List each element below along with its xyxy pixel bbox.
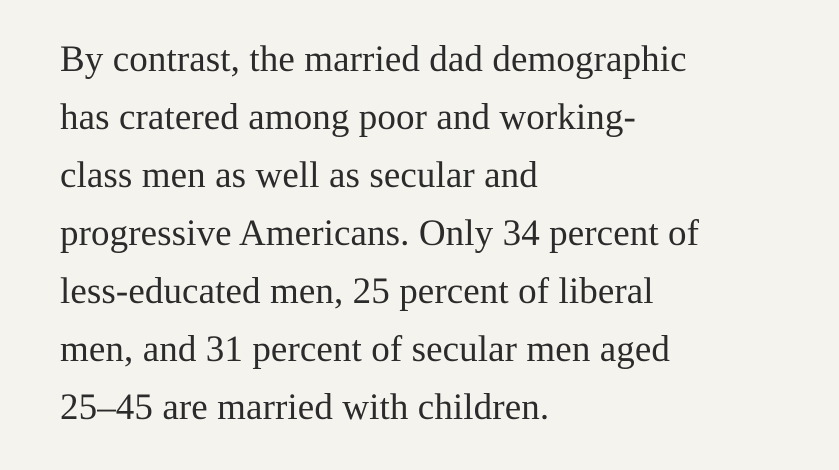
text-line: has cratered among poor and working- [60,97,636,138]
text-line: class men as well as secular and [60,155,538,196]
text-line: 25–45 are married with children. [60,387,550,428]
text-line: By contrast, the married dad demographic [60,39,687,80]
text-line: progressive Americans. Only 34 percent o… [60,213,700,254]
paragraph: By contrast, the married dad demographic… [60,31,699,437]
text-line: less-educated men, 25 percent of liberal [60,271,654,312]
text-line: men, and 31 percent of secular men aged [60,329,671,370]
